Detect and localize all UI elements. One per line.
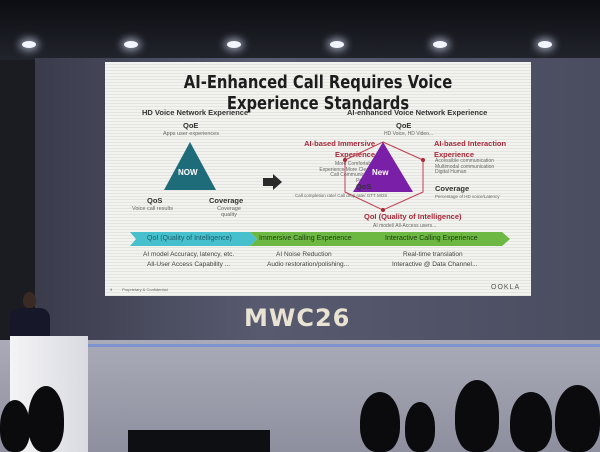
arrow-right-icon (263, 174, 282, 190)
band-qoi-line1: AI model Accuracy, latency, etc. (143, 251, 235, 258)
audience-silhouette (28, 386, 64, 452)
audience-silhouette (360, 392, 400, 452)
presentation-slide: AI-Enhanced Call Requires Voice Experien… (105, 62, 531, 296)
stage-wall (0, 340, 600, 452)
band-interactive: Interactive Calling Experience (385, 235, 478, 242)
audience-silhouette (405, 402, 435, 452)
footer-text: Proprietary & Confidential (122, 287, 168, 292)
stage-light (433, 41, 447, 48)
right-qos: QoS (356, 182, 372, 191)
stage-light (538, 41, 552, 48)
left-qos: QoS (147, 196, 163, 205)
stage-light (227, 41, 241, 48)
immersive-label: AI-based Immersive Experience (304, 139, 375, 159)
left-coverage-sub: Coverage quality (217, 206, 241, 218)
ceiling (0, 0, 600, 60)
now-label: NOW (178, 168, 198, 177)
interaction-sub: Accessible communication Multimodal comm… (435, 158, 495, 176)
now-triangle (164, 142, 216, 190)
band-immersive: Immersive Calling Experience (259, 235, 352, 242)
stage-monitor (128, 430, 270, 452)
left-qos-sub: Voice call results (132, 206, 173, 212)
stage-light (22, 41, 36, 48)
ookla-logo: OOKLA (491, 284, 521, 291)
page-number: 9 (110, 287, 113, 292)
band-qoi: QoI (Quality of Intelligence) (147, 235, 232, 242)
audience-silhouette (0, 400, 30, 452)
band-immersive-line1: AI Noise Reduction (276, 251, 332, 258)
band-interactive-line1: Real-time translation (403, 251, 463, 258)
audience-silhouette (510, 392, 552, 452)
mwc-logo: MWC26 (244, 304, 351, 332)
left-qoe-sub: Apps user experiences (163, 131, 219, 137)
qoi-sub: AI model/ All-Access users... (373, 223, 437, 229)
stage-light (124, 41, 138, 48)
progress-band (130, 232, 510, 246)
right-qoe-sub: HD Voice, HD Video... (384, 131, 434, 137)
new-hexagon (343, 141, 425, 212)
interaction-label: AI-based Interaction Experience (434, 139, 507, 159)
stage-light (330, 41, 344, 48)
right-heading: AI-enhanced Voice Network Experience (347, 108, 488, 117)
left-coverage: Coverage (209, 196, 244, 205)
slide-title: AI-Enhanced Call Requires Voice Experien… (183, 72, 453, 114)
right-coverage-sub: Percentage of HD voice/Latency (435, 194, 500, 199)
band-immersive-line2: Audio restoration/polishing... (267, 261, 350, 268)
band-interactive-line2: Interactive @ Data Channel... (392, 261, 478, 268)
left-heading: HD Voice Network Experience (142, 108, 249, 117)
audience-silhouette (455, 380, 499, 452)
qoi-label: QoI (Quality of Intelligence) (364, 212, 462, 221)
right-coverage: Coverage (435, 184, 470, 193)
right-qos-sub: Call completion rate/ Call drop rate/ OT… (295, 193, 388, 198)
right-qoe: QoE (396, 121, 412, 130)
audience-silhouette (555, 385, 600, 452)
left-qoe: QoE (183, 121, 199, 130)
band-qoi-line2: All-User Access Capability ... (147, 261, 231, 268)
accent-line (85, 344, 600, 347)
new-label: New (372, 168, 389, 177)
